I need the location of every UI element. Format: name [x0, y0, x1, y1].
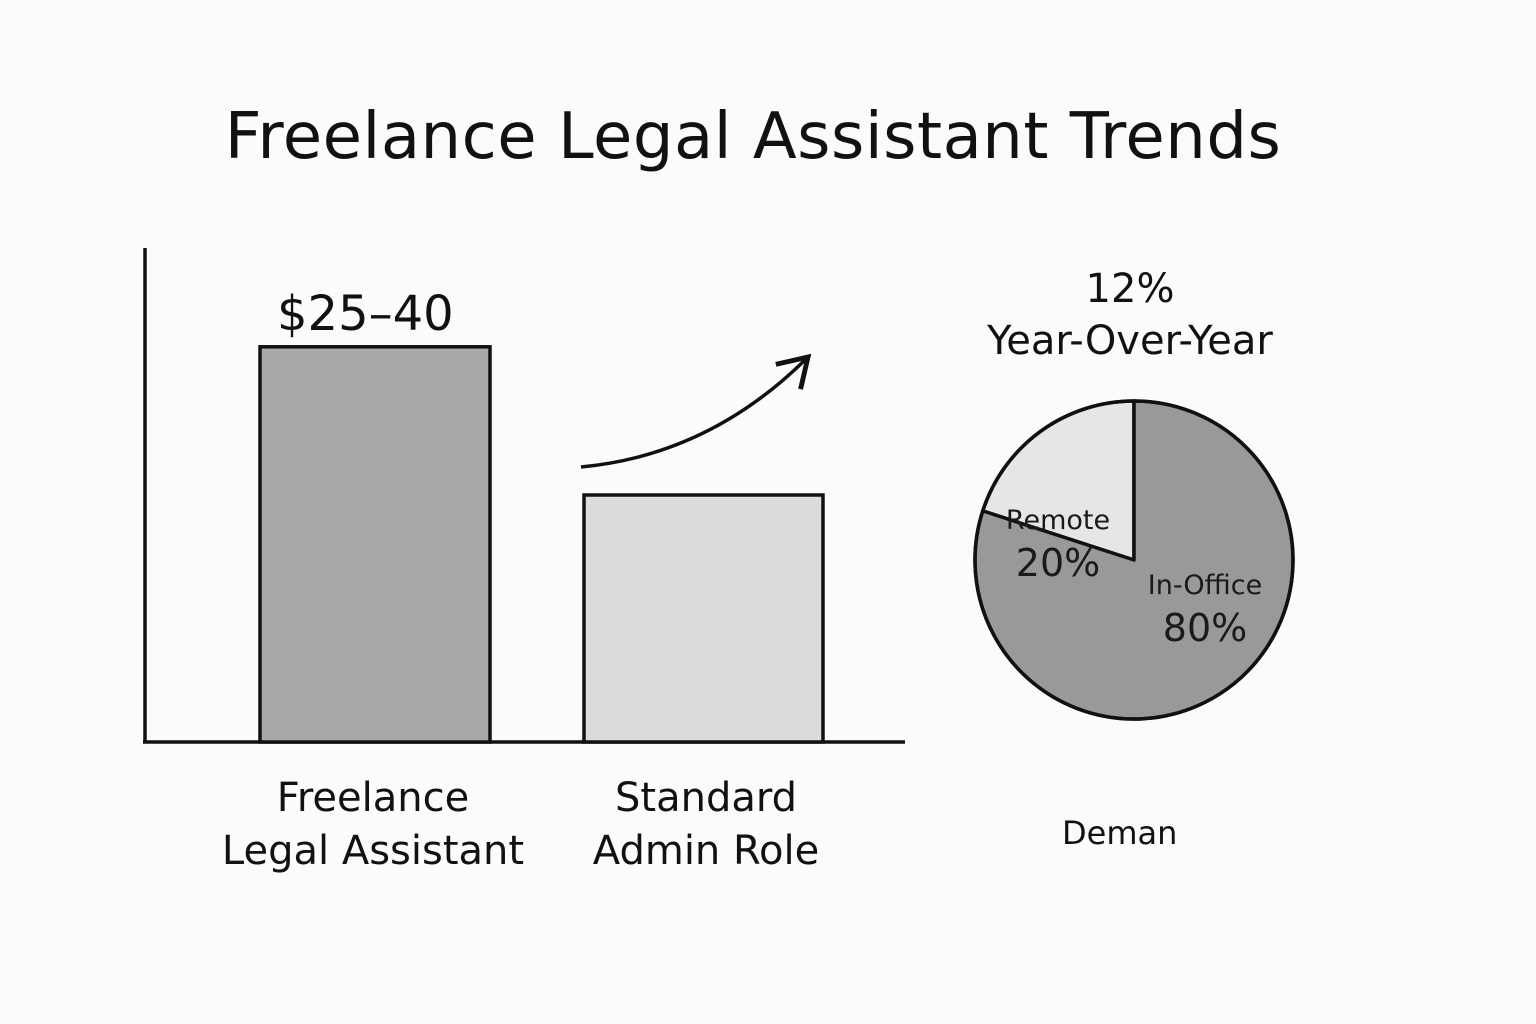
bar-value-label: $25–40 — [277, 286, 454, 342]
chart-title: Freelance Legal Assistant Trends — [224, 100, 1282, 174]
pie-footer-label: Deman — [1062, 814, 1178, 852]
category-label-standard: Standard Admin Role — [556, 772, 856, 878]
category-label-line: Standard — [615, 775, 797, 821]
slice-percent: 20% — [1015, 541, 1101, 585]
category-label-line: Legal Assistant — [221, 828, 525, 874]
category-label-freelance: Freelance Legal Assistant — [214, 772, 532, 878]
bar — [258, 345, 492, 744]
bar — [582, 493, 825, 744]
slice-percent: 80% — [1162, 606, 1248, 650]
slice-label-remote: Remote 20% — [990, 503, 1126, 587]
pie-outline — [973, 399, 1295, 721]
category-label-line: Freelance — [276, 775, 470, 821]
category-label-line: Admin Role — [592, 828, 820, 874]
slice-label-in-office: In-Office 80% — [1130, 568, 1280, 652]
trend-arrow — [580, 353, 812, 469]
slice-name: In-Office — [1147, 570, 1263, 601]
pie-growth-caption: Year-Over-Year — [987, 318, 1273, 364]
pie-growth-percent: 12% — [1085, 266, 1175, 312]
slice-name: Remote — [1005, 505, 1111, 536]
